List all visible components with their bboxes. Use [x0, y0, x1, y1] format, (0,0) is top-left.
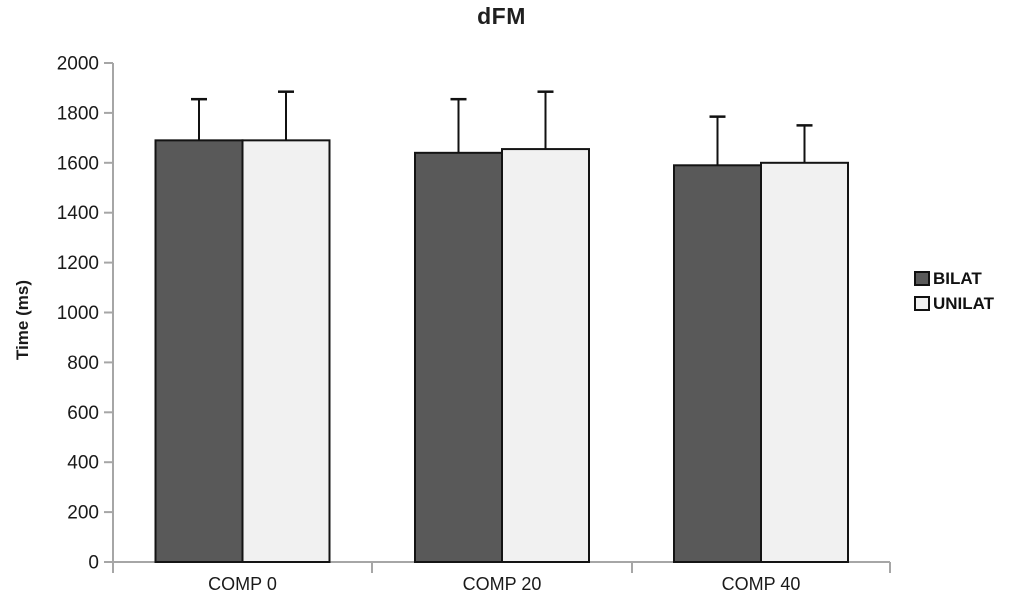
x-category-label: COMP 20 [463, 574, 542, 594]
legend-swatch-unilat [914, 296, 930, 311]
bar-bilat-comp-40 [673, 164, 762, 563]
chart-title: dFM [477, 3, 526, 29]
bar-unilat-comp-20 [501, 148, 590, 563]
bar-unilat-comp-40 [760, 161, 849, 564]
legend-item-bilat: BILAT [914, 266, 994, 291]
legend-swatch-bilat [914, 271, 930, 286]
legend-item-unilat: UNILAT [914, 291, 994, 316]
bar-bilat-comp-0 [154, 139, 244, 563]
x-category-label: COMP 0 [208, 574, 277, 594]
y-tick-label: 1800 [57, 103, 99, 124]
y-tick-label: 600 [67, 403, 99, 424]
x-category-label: COMP 40 [722, 574, 801, 594]
y-tick-label: 0 [88, 553, 99, 574]
y-tick-label: 1200 [57, 253, 99, 274]
legend-label-unilat: UNILAT [933, 293, 995, 313]
y-tick-label: 1400 [57, 203, 99, 224]
legend-label-bilat: BILAT [933, 268, 982, 288]
bar-unilat-comp-0 [241, 139, 331, 563]
legend: BILAT UNILAT [914, 266, 994, 316]
y-tick-label: 1000 [57, 303, 99, 324]
y-tick-label: 2000 [57, 54, 99, 75]
y-tick-label: 1600 [57, 153, 99, 174]
y-tick-label: 200 [67, 503, 99, 524]
y-tick-label: 800 [67, 353, 99, 374]
y-tick-label: 400 [67, 453, 99, 474]
bar-bilat-comp-20 [414, 151, 503, 563]
